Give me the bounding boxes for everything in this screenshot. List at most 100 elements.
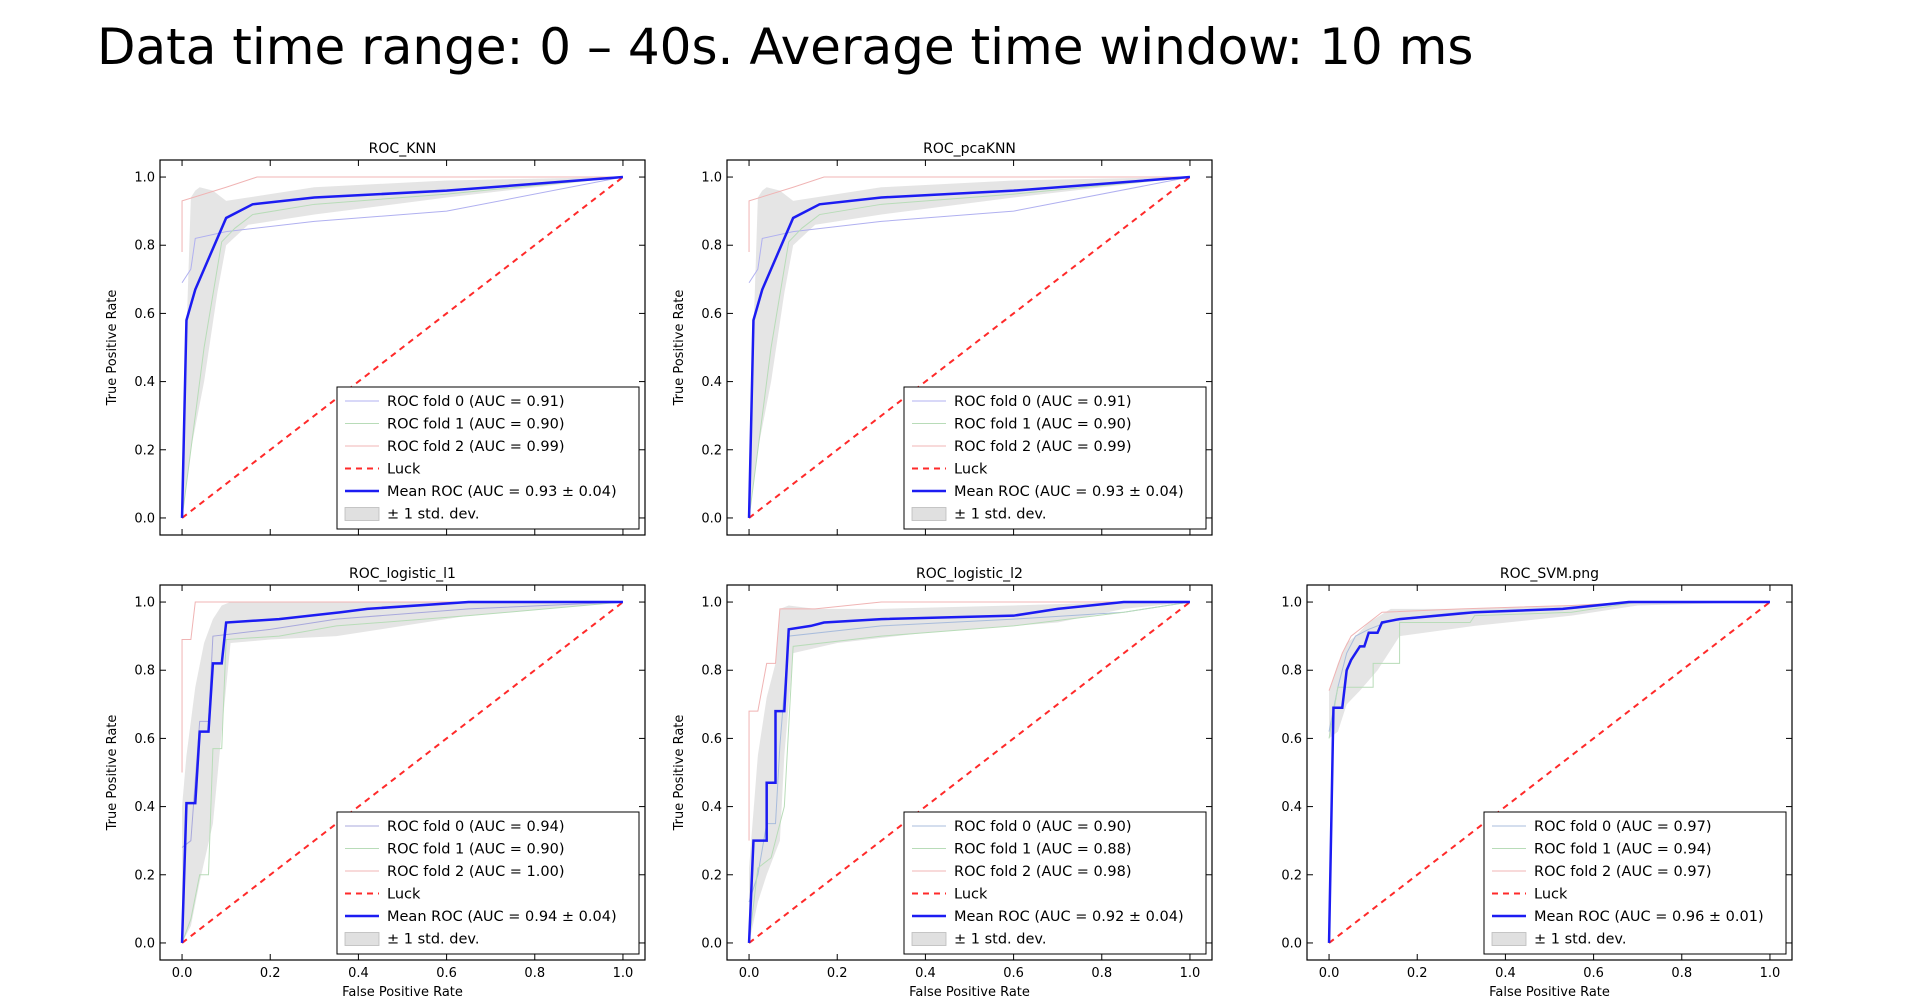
legend-label: ROC fold 0 (AUC = 0.91) [954, 394, 1132, 410]
legend-box [1483, 811, 1787, 955]
x-axis-label: False Positive Rate [1489, 985, 1610, 1000]
y-tick-label: 0.2 [701, 443, 722, 458]
series-roc-fold-1-auc-0-94 [1328, 601, 1770, 739]
x-tick-label: 0.2 [1407, 966, 1428, 981]
legend-label: ± 1 std. dev. [954, 932, 1046, 948]
y-tick-label: 0.8 [134, 239, 155, 254]
x-tick-label: 0.6 [436, 966, 457, 981]
legend-label: Luck [954, 462, 988, 478]
legend-label: Mean ROC (AUC = 0.93 ± 0.04) [387, 484, 617, 500]
legend-entry: ± 1 std. dev. [911, 507, 1046, 523]
legend-label: ROC fold 1 (AUC = 0.90) [954, 417, 1132, 433]
x-tick-label: 0.0 [172, 966, 193, 981]
legend-entry: Mean ROC (AUC = 0.94 ± 0.04) [345, 909, 617, 925]
legend-entry: ROC fold 1 (AUC = 0.90) [345, 417, 565, 433]
y-tick-label: 0.0 [134, 511, 155, 526]
legend-label: Luck [954, 887, 988, 903]
y-tick-label: 0.6 [701, 732, 722, 747]
chart-title: ROC_logistic_l2 [916, 566, 1023, 582]
legend: ROC fold 0 (AUC = 0.90) ROC fold 1 (AUC =… [903, 811, 1207, 955]
legend-label: Luck [387, 462, 421, 478]
slide-title: Data time range: 0 – 40s. Average time w… [97, 18, 1474, 76]
legend-label: ROC fold 0 (AUC = 0.97) [1534, 819, 1712, 835]
roc-svm-chart: ROC_SVM.png 0.0 0.0 0.2 0.2 0.4 0.4 0.6 0.6 0.8 0.… [1281, 566, 1793, 1000]
y-tick-label: 0.8 [701, 239, 722, 254]
legend-entry: ± 1 std. dev. [911, 932, 1046, 948]
x-tick-label: 0.6 [1583, 966, 1604, 981]
series-roc-fold-1-auc-0-90 [748, 176, 1191, 519]
plot-area [747, 600, 1191, 944]
legend-label: Mean ROC (AUC = 0.93 ± 0.04) [954, 484, 1184, 500]
series-mean-roc-auc-0-94-0-04 [180, 600, 623, 943]
legend-entry: ± 1 std. dev. [344, 932, 479, 948]
series-luck [1328, 601, 1771, 944]
legend-label: ± 1 std. dev. [387, 932, 479, 948]
y-tick-label: 0.8 [1281, 664, 1302, 679]
legend-entry: ROC fold 0 (AUC = 0.97) [1492, 819, 1712, 835]
std-dev-band [182, 177, 623, 518]
legend-entry: ROC fold 1 (AUC = 0.94) [1492, 842, 1712, 858]
legend-label: ROC fold 1 (AUC = 0.90) [387, 417, 565, 433]
x-tick-label: 0.2 [827, 966, 848, 981]
legend-entry: Mean ROC (AUC = 0.93 ± 0.04) [345, 484, 617, 500]
legend-entry: Mean ROC (AUC = 0.92 ± 0.04) [912, 909, 1184, 925]
legend-box [336, 386, 640, 530]
legend-entry: ROC fold 1 (AUC = 0.88) [912, 842, 1132, 858]
legend-label: ROC fold 2 (AUC = 1.00) [387, 864, 565, 880]
legend-label: ROC fold 0 (AUC = 0.94) [387, 819, 565, 835]
legend-entry: Mean ROC (AUC = 0.96 ± 0.01) [1492, 909, 1764, 925]
plot-area [180, 175, 624, 519]
plot-frame [726, 584, 1213, 961]
legend-label: Mean ROC (AUC = 0.96 ± 0.01) [1534, 909, 1764, 925]
y-tick-label: 0.6 [1281, 732, 1302, 747]
chart-title: ROC_logistic_l1 [349, 566, 456, 582]
y-tick-label: 0.0 [701, 936, 722, 951]
std-dev-band [1329, 602, 1770, 739]
legend-entry: ± 1 std. dev. [1491, 932, 1626, 948]
legend-label: ± 1 std. dev. [954, 507, 1046, 523]
legend-label: Mean ROC (AUC = 0.92 ± 0.04) [954, 909, 1184, 925]
x-tick-label: 0.6 [1003, 966, 1024, 981]
series-roc-fold-1-auc-0-88 [748, 601, 1191, 944]
legend-entry: Luck [912, 887, 988, 903]
series-luck [748, 176, 1191, 519]
x-tick-label: 0.8 [1091, 966, 1112, 981]
x-tick-label: 1.0 [1180, 966, 1201, 981]
series-roc-fold-2-auc-0-99 [181, 176, 623, 253]
legend-label: ROC fold 1 (AUC = 0.88) [954, 842, 1132, 858]
legend-label: ROC fold 0 (AUC = 0.90) [954, 819, 1132, 835]
legend: ROC fold 0 (AUC = 0.97) ROC fold 1 (AUC =… [1483, 811, 1787, 955]
x-tick-label: 0.4 [915, 966, 936, 981]
legend-swatch [1491, 932, 1527, 946]
y-tick-label: 0.6 [134, 732, 155, 747]
legend-entry: ROC fold 0 (AUC = 0.91) [912, 394, 1132, 410]
series-roc-fold-0-auc-0-91 [748, 176, 1191, 283]
legend-label: ROC fold 1 (AUC = 0.94) [1534, 842, 1712, 858]
y-tick-label: 0.8 [701, 664, 722, 679]
series-mean-roc-auc-0-92-0-04 [747, 600, 1190, 944]
y-tick-label: 0.0 [701, 511, 722, 526]
y-tick-label: 0.8 [134, 664, 155, 679]
y-tick-label: 1.0 [701, 596, 722, 611]
legend-entry: ROC fold 0 (AUC = 0.90) [912, 819, 1132, 835]
plot-frame [726, 159, 1213, 536]
legend-entry: Luck [912, 462, 988, 478]
y-tick-label: 0.4 [701, 375, 722, 390]
legend: ROC fold 0 (AUC = 0.91) ROC fold 1 (AUC =… [903, 386, 1207, 530]
legend-label: Mean ROC (AUC = 0.94 ± 0.04) [387, 909, 617, 925]
legend-label: ROC fold 2 (AUC = 0.98) [954, 864, 1132, 880]
y-axis-label: True Positive Rate [672, 715, 687, 832]
plot-area [180, 600, 624, 944]
legend-label: ± 1 std. dev. [387, 507, 479, 523]
legend-entry: ROC fold 0 (AUC = 0.94) [345, 819, 565, 835]
series-mean-roc-auc-0-93-0-04 [747, 175, 1191, 518]
y-tick-label: 0.4 [1281, 800, 1302, 815]
series-roc-fold-0-auc-0-94 [181, 601, 623, 848]
legend-label: ROC fold 2 (AUC = 0.97) [1534, 864, 1712, 880]
x-axis-label: False Positive Rate [909, 985, 1030, 1000]
y-axis-label: True Positive Rate [105, 290, 120, 407]
legend-swatch [344, 507, 380, 521]
series-roc-fold-1-auc-0-90 [181, 601, 623, 944]
y-tick-label: 0.2 [701, 868, 722, 883]
roc-pcaknn-chart: ROC_pcaKNN 0.0 0.2 0.4 0.6 0.8 1.0 True Positiv… [672, 141, 1213, 536]
